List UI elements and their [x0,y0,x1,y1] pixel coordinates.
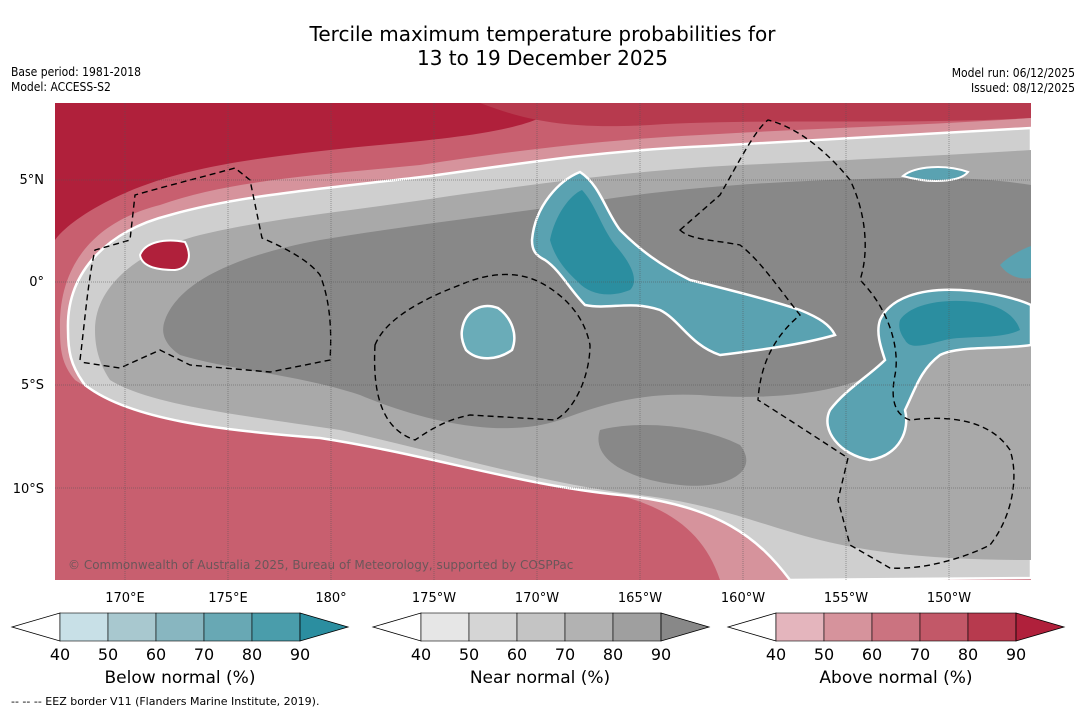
colorbar-tick-label: 90 [651,645,671,664]
colorbar-min-extend [10,612,61,642]
colorbar-max-extend [299,612,350,642]
lat-label: 5°S [21,378,44,393]
colorbar-tick-label: 90 [290,645,310,664]
colorbars: 40 50 60 70 80 90 40 50 60 70 80 90 40 50 60 70 80 90 [10,612,1066,664]
above-normal-north-band [480,103,1031,127]
colorbar-segment [516,612,566,642]
lon-label: 150°W [927,591,971,606]
colorbar-tick-label: 40 [766,645,786,664]
colorbar-tick-label: 60 [507,645,527,664]
colorbar-segment [155,612,205,642]
colorbar-tick-label: 40 [50,645,70,664]
below-normal-north-patch [900,166,970,182]
colorbar-tick-label: 50 [98,645,118,664]
model-name: Model: ACCESS-S2 [11,80,111,94]
colorbar-tick-label: 80 [242,645,262,664]
latitude-labels: 5°N 0° 5°S 10°S [13,173,44,497]
colorbar-segment [871,612,921,642]
colorbar-segment [612,612,662,642]
lon-label: 170°E [105,591,145,606]
colorbar-tick-label: 90 [1006,645,1026,664]
below-normal-central-patch [530,170,837,357]
colorbar-segment [107,612,157,642]
colorbar-min-extend [726,612,777,642]
below-normal-edge-patch [1000,246,1031,279]
lat-label: 5°N [20,173,45,188]
colorbar-tick-label: 70 [910,645,930,664]
title-line-1: Tercile maximum temperature probabilitie… [309,22,776,46]
meta-right: Model run: 06/12/2025 Issued: 08/12/2025 [952,66,1075,96]
colorbar-tick-label: 80 [603,645,623,664]
title-line-2: 13 to 19 December 2025 [416,46,668,70]
issued-date: Issued: 08/12/2025 [970,81,1075,95]
colorbar-segment [919,612,969,642]
lat-label: 10°S [13,482,44,497]
colorbar-segment [468,612,518,642]
colorbar-tick-label: 70 [194,645,214,664]
below-normal-west-patch [460,304,516,360]
graticule [55,103,1031,580]
model-run: Model run: 06/12/2025 [951,66,1075,80]
below-normal-east-core [899,300,1020,346]
colorbar-tick-label: 80 [958,645,978,664]
colorbar-tick-label: 50 [459,645,479,664]
copyright-notice: © Commonwealth of Australia 2025, Bureau… [68,558,574,572]
colorbar-segment [59,612,109,642]
colorbar-title-near: Near normal (%) [469,668,611,688]
colorbar-title-above: Above normal (%) [819,668,973,688]
eez-footnote: -- -- -- EEZ border V11 (Flanders Marine… [11,695,320,708]
colorbar-tick-label: 70 [555,645,575,664]
colorbar-title-below: Below normal (%) [104,668,256,688]
colorbar-below: 40 50 60 70 80 90 [10,612,350,664]
longitude-labels: 170°E 175°E 180° 175°W 170°W 165°W 160°W… [105,591,971,606]
lon-label: 175°E [208,591,248,606]
colorbar-min-extend [371,612,422,642]
colorbar-tick-label: 50 [814,645,834,664]
lon-label: 180° [315,591,346,606]
colorbar-segment [420,612,470,642]
map-title: Tercile maximum temperature probabilitie… [0,22,1085,70]
colorbar-segment [967,612,1017,642]
lon-label: 170°W [515,591,559,606]
lon-label: 160°W [721,591,765,606]
above-normal-island-patch [138,239,190,272]
meta-left: Base period: 1981-2018 Model: ACCESS-S2 [11,65,141,95]
lon-label: 165°W [618,591,662,606]
colorbar-max-extend [1015,612,1066,642]
lon-label: 175°W [412,591,456,606]
lon-label: 155°W [824,591,868,606]
colorbar-near: 40 50 60 70 80 90 [371,612,711,664]
colorbar-tick-label: 60 [146,645,166,664]
probability-field [55,103,1031,580]
lat-label: 0° [29,275,44,290]
colorbar-segment [203,612,253,642]
base-period: Base period: 1981-2018 [11,65,142,79]
colorbar-segment [251,612,301,642]
colorbar-segment [823,612,873,642]
near-normal-strong-south [598,425,747,486]
colorbar-segment [564,612,614,642]
colorbar-segment [775,612,825,642]
below-normal-central-core [550,190,635,295]
colorbar-above: 40 50 60 70 80 90 [726,612,1066,664]
colorbar-tick-label: 60 [862,645,882,664]
colorbar-max-extend [660,612,711,642]
colorbar-tick-label: 40 [411,645,431,664]
